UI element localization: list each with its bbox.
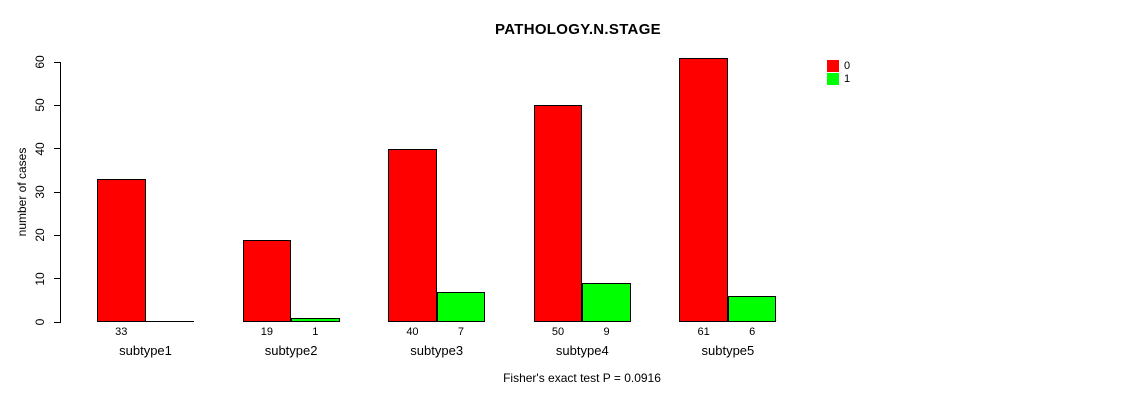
category-label-subtype2: subtype2 bbox=[264, 343, 318, 358]
bar-count-label: 1 bbox=[312, 326, 319, 338]
bar-count-label: 50 bbox=[551, 326, 565, 338]
bar-subtype1-series0 bbox=[97, 179, 146, 322]
bar-subtype5-series0 bbox=[679, 57, 728, 322]
y-tick-mark bbox=[54, 234, 60, 236]
fishers-test-footnote: Fisher's exact test P = 0.0916 bbox=[503, 371, 661, 385]
category-label-subtype1: subtype1 bbox=[119, 343, 172, 358]
legend-label: 1 bbox=[844, 73, 851, 85]
bar-subtype1-series1 bbox=[145, 321, 194, 322]
y-tick-mark bbox=[54, 278, 60, 280]
bar-count-label: 19 bbox=[260, 326, 273, 338]
bar-count-label: 40 bbox=[406, 326, 419, 338]
category-label-subtype5: subtype5 bbox=[701, 343, 755, 358]
bar-subtype4-series0 bbox=[533, 105, 583, 322]
bar-subtype5-series1 bbox=[727, 296, 777, 322]
y-tick-label: 60 bbox=[33, 55, 47, 69]
bar-count-label: 7 bbox=[457, 326, 464, 338]
legend-entry-0: 0 bbox=[827, 60, 850, 72]
bar-subtype3-series0 bbox=[388, 148, 437, 322]
y-tick-label: 50 bbox=[33, 98, 47, 113]
bar-subtype2-series1 bbox=[291, 317, 340, 322]
y-tick-mark bbox=[54, 148, 60, 150]
bar-count-label: 6 bbox=[749, 326, 756, 338]
bar-count-label: 33 bbox=[115, 326, 128, 338]
y-tick-mark bbox=[54, 61, 60, 63]
y-tick-mark bbox=[54, 104, 60, 106]
bar-subtype4-series1 bbox=[582, 283, 631, 322]
y-tick-label: 30 bbox=[33, 185, 47, 199]
legend-entry-1: 1 bbox=[827, 73, 850, 85]
y-tick-label: 20 bbox=[33, 228, 47, 243]
legend-swatch-icon bbox=[827, 60, 839, 72]
y-axis-line bbox=[60, 62, 61, 323]
y-tick-mark bbox=[54, 191, 60, 193]
y-tick-label: 10 bbox=[33, 271, 47, 286]
y-tick-mark bbox=[54, 321, 60, 323]
bar-count-label: 9 bbox=[603, 326, 610, 338]
legend-swatch-icon bbox=[827, 73, 839, 85]
y-tick-label: 40 bbox=[33, 141, 47, 156]
bar-count-label: 61 bbox=[697, 326, 710, 338]
bar-subtype3-series1 bbox=[436, 291, 486, 322]
legend-label: 0 bbox=[844, 60, 851, 72]
category-label-subtype4: subtype4 bbox=[555, 343, 609, 358]
category-label-subtype3: subtype3 bbox=[410, 343, 464, 358]
chart-title: PATHOLOGY.N.STAGE bbox=[495, 21, 661, 38]
y-tick-label: 0 bbox=[33, 318, 47, 326]
y-axis-label: number of cases bbox=[15, 147, 29, 237]
bar-subtype2-series0 bbox=[242, 239, 292, 322]
